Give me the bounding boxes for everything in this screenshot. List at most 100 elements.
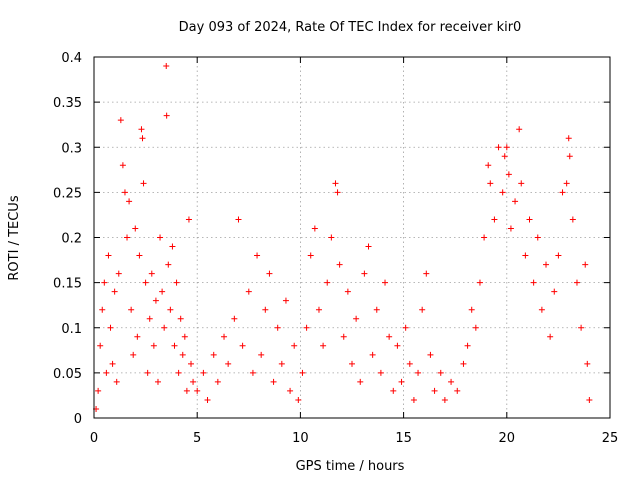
- data-point: [175, 369, 182, 376]
- data-point: [476, 279, 483, 286]
- data-point: [353, 315, 360, 322]
- data-point: [464, 342, 471, 349]
- x-tick-label: 0: [90, 431, 98, 446]
- data-point: [113, 378, 120, 385]
- data-point: [431, 387, 438, 394]
- data-point: [398, 378, 405, 385]
- chart-title: Day 093 of 2024, Rate Of TEC Index for r…: [179, 20, 522, 35]
- data-point: [361, 270, 368, 277]
- data-point: [563, 180, 570, 187]
- data-point: [119, 162, 126, 169]
- data-point: [427, 351, 434, 358]
- data-point: [111, 288, 118, 295]
- y-axis-label: ROTI / TECUs: [7, 195, 22, 280]
- data-point: [586, 396, 593, 403]
- data-point: [501, 153, 508, 160]
- data-point: [99, 306, 106, 313]
- data-point: [495, 144, 502, 151]
- data-point: [402, 324, 409, 331]
- data-point: [231, 315, 238, 322]
- y-tick-label: 0: [74, 412, 82, 427]
- axes: 0 5 10 15 20 25 0 0.05 0.1 0.15 0.2 0.25 0.3 0.35 0.4: [53, 51, 618, 446]
- data-point: [311, 225, 318, 232]
- data-point: [315, 306, 322, 313]
- data-point: [225, 360, 232, 367]
- data-point: [136, 252, 143, 259]
- data-point: [249, 369, 256, 376]
- data-point: [530, 279, 537, 286]
- data-point: [295, 396, 302, 403]
- data-point: [390, 387, 397, 394]
- y-tick-label: 0.1: [61, 322, 82, 337]
- data-point: [103, 369, 110, 376]
- data-point: [179, 351, 186, 358]
- data-point: [569, 216, 576, 223]
- data-point: [394, 342, 401, 349]
- data-point: [200, 369, 207, 376]
- data-point: [183, 387, 190, 394]
- data-point: [161, 324, 168, 331]
- data-point: [148, 270, 155, 277]
- data-point: [332, 180, 339, 187]
- data-point: [117, 117, 124, 124]
- data-point: [336, 261, 343, 268]
- data-point: [415, 369, 422, 376]
- data-point: [512, 198, 519, 205]
- data-point: [124, 234, 131, 241]
- data-point: [171, 342, 178, 349]
- data-point: [522, 252, 529, 259]
- data-point: [320, 342, 327, 349]
- data-point: [584, 360, 591, 367]
- data-point: [559, 189, 566, 196]
- data-point: [144, 369, 151, 376]
- data-point: [441, 396, 448, 403]
- data-point: [543, 261, 550, 268]
- data-point: [373, 306, 380, 313]
- data-point: [423, 270, 430, 277]
- data-point: [258, 351, 265, 358]
- data-point: [334, 189, 341, 196]
- data-point: [526, 216, 533, 223]
- y-tick-label: 0.35: [53, 96, 82, 111]
- x-axis-label: GPS time / hours: [296, 459, 405, 474]
- data-point: [454, 387, 461, 394]
- grid: [94, 57, 610, 418]
- data-point: [507, 225, 514, 232]
- data-point: [188, 360, 195, 367]
- data-point: [344, 288, 351, 295]
- data-point: [357, 378, 364, 385]
- data-point: [154, 378, 161, 385]
- data-point: [128, 306, 135, 313]
- data-point: [565, 135, 572, 142]
- data-point: [109, 360, 116, 367]
- data-point: [291, 342, 298, 349]
- data-point: [130, 351, 137, 358]
- x-tick-label: 15: [395, 431, 412, 446]
- data-point: [142, 279, 149, 286]
- data-point: [221, 333, 228, 340]
- data-point: [491, 216, 498, 223]
- data-point: [254, 252, 261, 259]
- data-point: [101, 279, 108, 286]
- data-point: [578, 324, 585, 331]
- data-points: [93, 63, 593, 412]
- data-point: [437, 369, 444, 376]
- data-point: [406, 360, 413, 367]
- data-point: [134, 333, 141, 340]
- data-point: [555, 252, 562, 259]
- x-tick-label: 20: [499, 431, 516, 446]
- data-point: [173, 279, 180, 286]
- data-point: [460, 360, 467, 367]
- data-point: [505, 171, 512, 178]
- y-tick-label: 0.2: [61, 232, 82, 247]
- data-point: [163, 112, 170, 119]
- data-point: [448, 378, 455, 385]
- data-point: [185, 216, 192, 223]
- data-point: [235, 216, 242, 223]
- y-tick-label: 0.3: [61, 141, 82, 156]
- data-point: [573, 279, 580, 286]
- data-point: [107, 324, 114, 331]
- data-point: [138, 126, 145, 133]
- data-point: [167, 306, 174, 313]
